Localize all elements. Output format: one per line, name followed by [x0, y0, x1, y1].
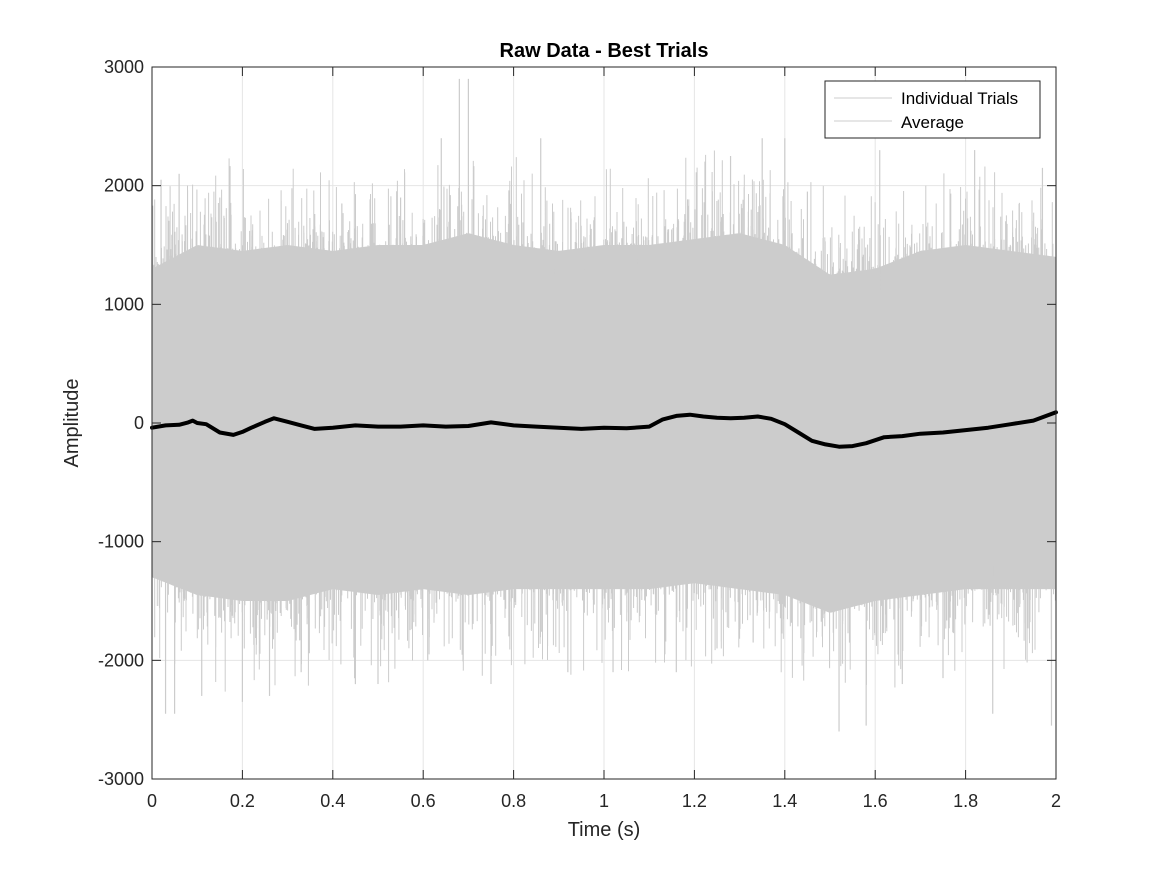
x-tick-label: 1: [599, 791, 609, 811]
x-tick-label: 0.6: [411, 791, 436, 811]
axis-ticks: [151, 66, 1057, 780]
x-tick-label: 0.2: [230, 791, 255, 811]
x-axis-label: Time (s): [568, 819, 641, 841]
y-tick-label: -1000: [98, 532, 144, 552]
average-line: [150, 410, 1058, 449]
x-tick-label: 1.8: [953, 791, 978, 811]
legend-box: [824, 80, 1041, 139]
x-tick-label: 1.4: [772, 791, 797, 811]
tick-labels: 0 0.2 0.4 0.6 0.8 1 1.2 1.4 1.6 1.8 2 -3000 -2000 -10…: [98, 57, 1061, 811]
x-tick-label: 0.8: [501, 791, 526, 811]
trials-series: [152, 78, 1056, 732]
y-tick-label: 2000: [104, 176, 144, 196]
x-tick-label: 0.4: [320, 791, 345, 811]
y-tick-label: 1000: [104, 294, 144, 314]
y-tick-label: -2000: [98, 650, 144, 670]
chart-title: Raw Data - Best Trials: [500, 40, 709, 62]
x-tick-label: 1.2: [682, 791, 707, 811]
y-tick-label: 3000: [104, 57, 144, 77]
x-tick-label: 1.6: [863, 791, 888, 811]
y-axis-label: Amplitude: [61, 379, 83, 468]
x-tick-label: 2: [1051, 791, 1061, 811]
legend-label-individual-trials: Individual Trials: [901, 89, 1018, 108]
legend: Individual Trials Average: [824, 80, 1041, 139]
average-series: [150, 410, 1058, 449]
legend-label-average: Average: [901, 113, 964, 132]
y-tick-label: -3000: [98, 769, 144, 789]
trials-spikes: [152, 150, 1056, 692]
x-tick-label: 0: [147, 791, 157, 811]
y-tick-label: 0: [134, 413, 144, 433]
trials-band: [152, 233, 1056, 613]
